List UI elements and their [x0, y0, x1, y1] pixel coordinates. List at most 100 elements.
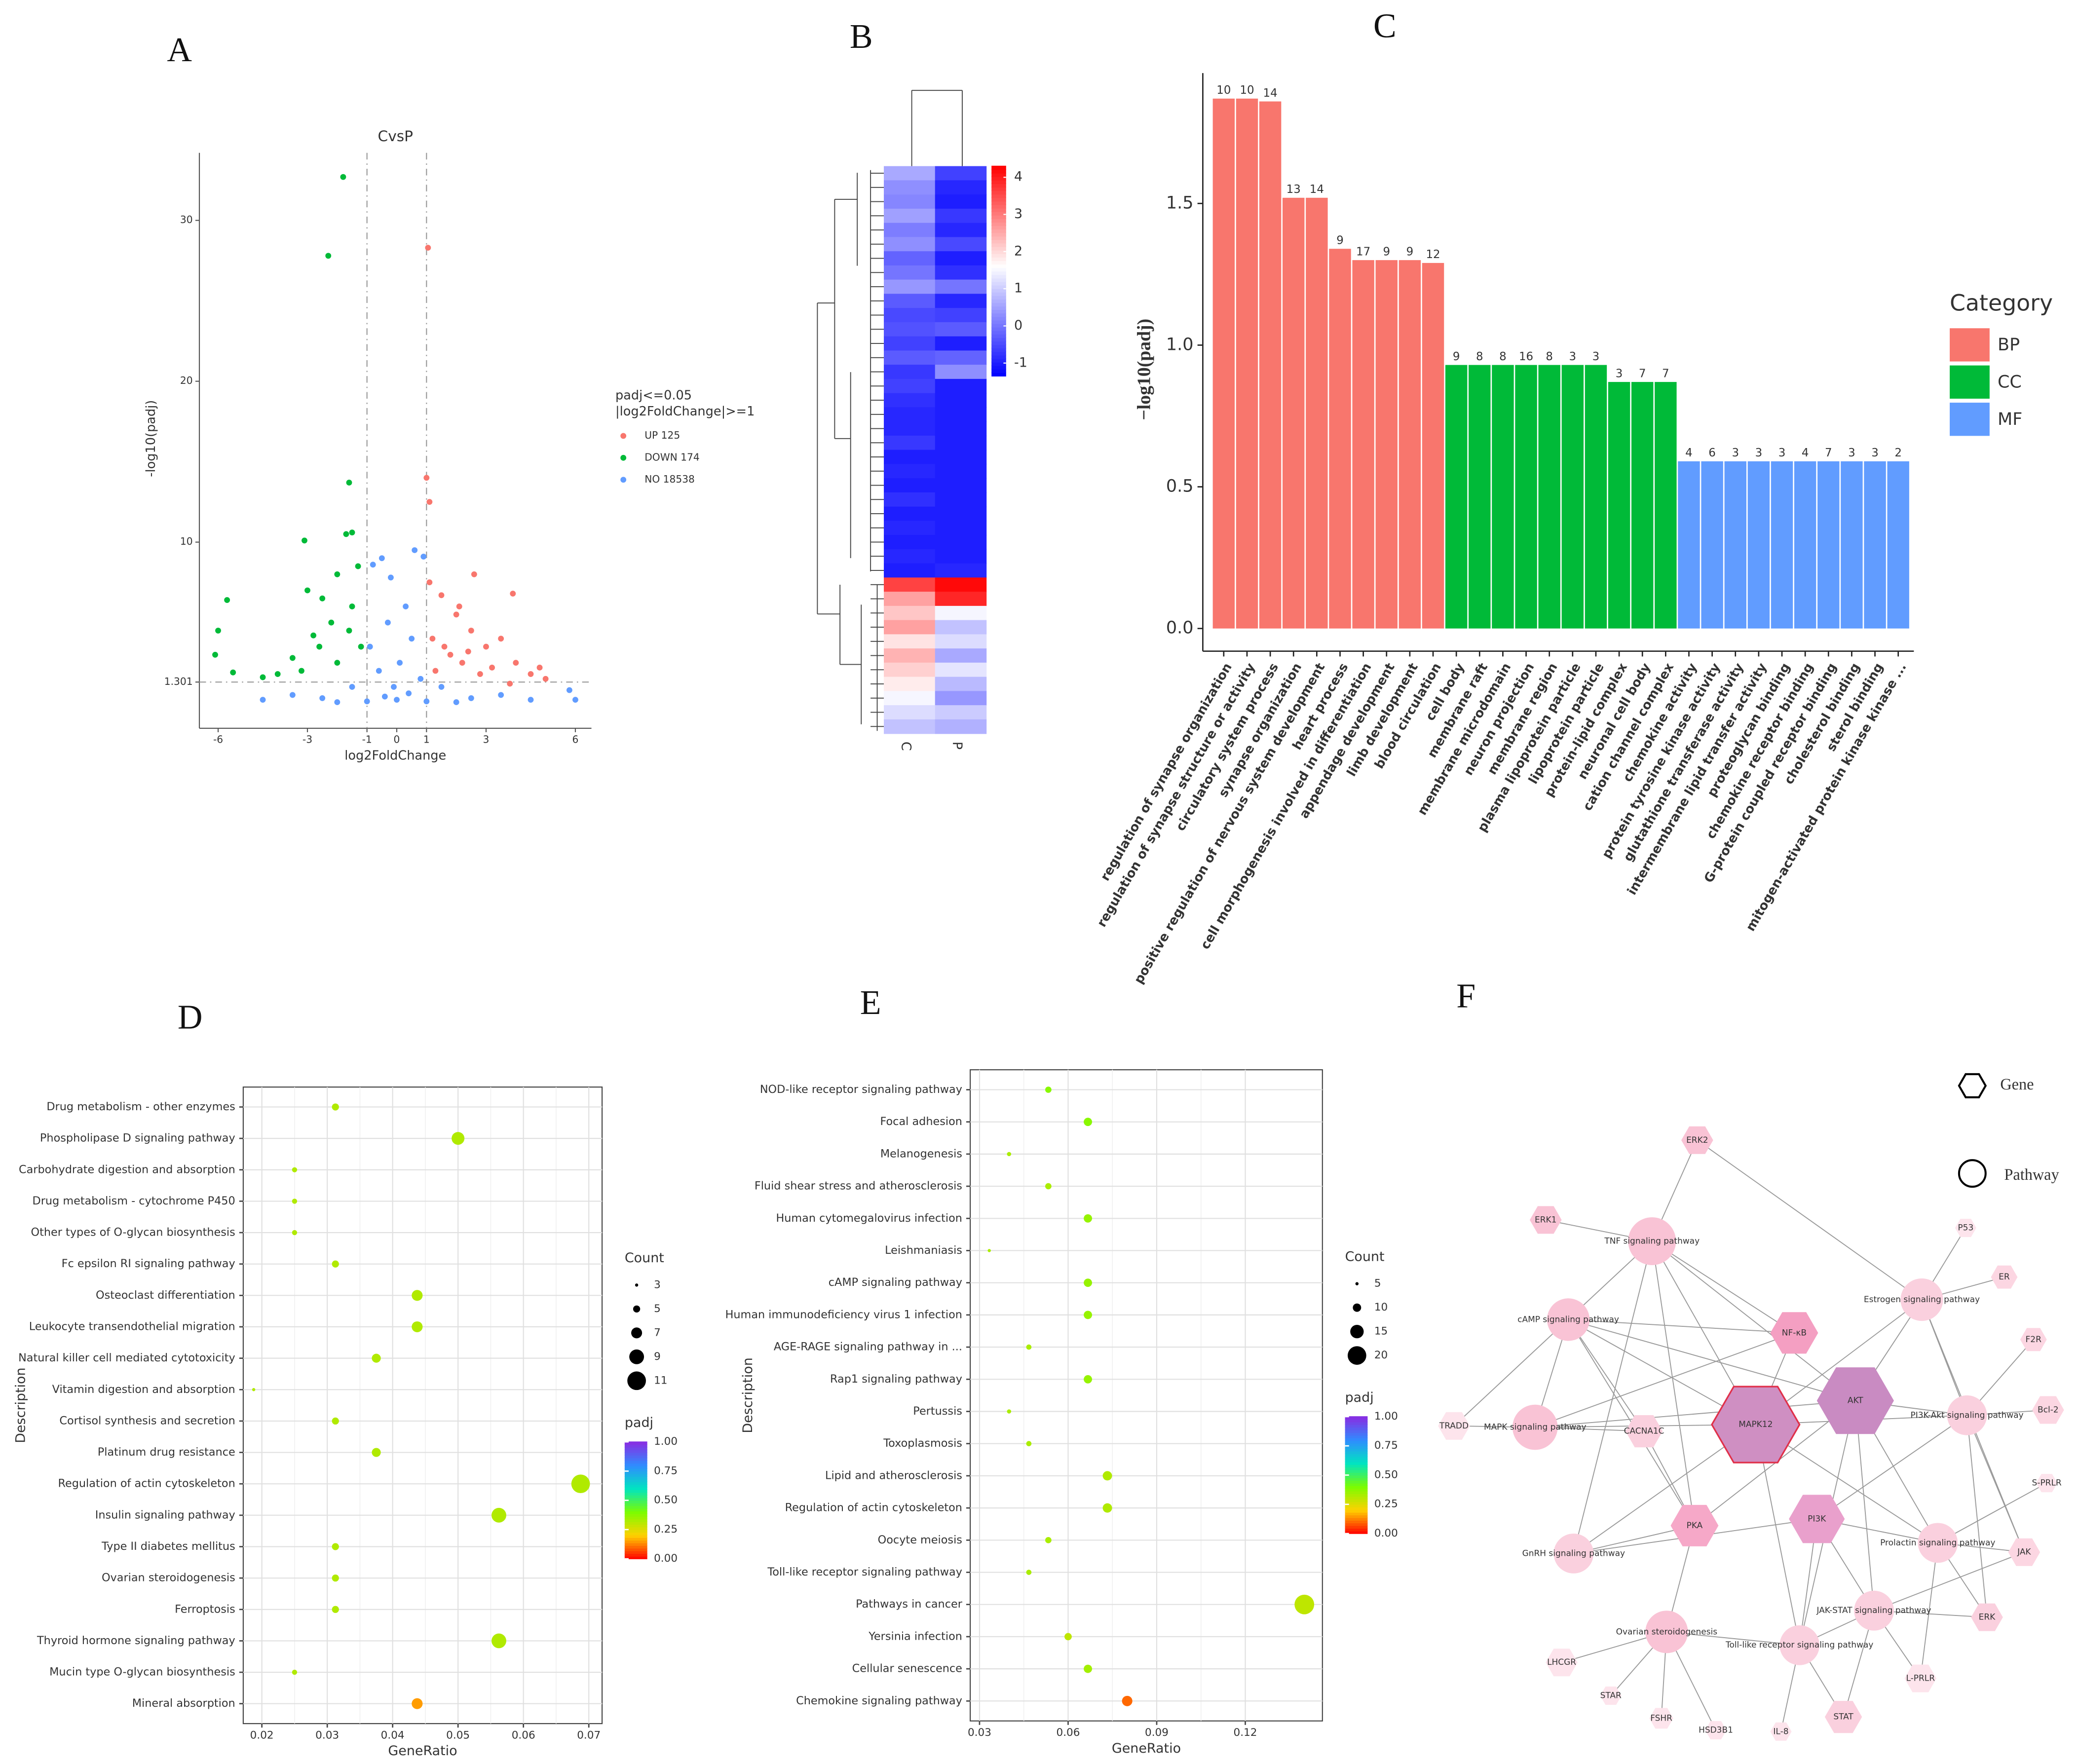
count-label: 3	[1592, 350, 1600, 363]
node-label: JAK-STAT signaling pathway	[1816, 1605, 1931, 1615]
heatmap-cell	[935, 464, 987, 479]
heatmap-cell	[935, 705, 987, 720]
colorbar-segment	[1345, 1514, 1368, 1518]
gene-node	[1971, 1603, 2003, 1631]
count-label: 3	[1569, 350, 1577, 363]
node-label: MAPK12	[1739, 1419, 1773, 1429]
bubble	[1102, 1471, 1112, 1481]
count-label: 3	[1732, 447, 1739, 459]
heatmap-cell	[935, 265, 987, 280]
count-label: 9	[1383, 246, 1390, 259]
colorbar-segment	[1345, 1459, 1368, 1463]
y-axis-label: -log10(padj)	[144, 400, 158, 477]
y-tick-label: Vitamin digestion and absorption	[52, 1383, 235, 1396]
colorbar-segment	[991, 200, 1006, 205]
y-tick-label: Melanogenesis	[880, 1147, 962, 1160]
heatmap-cell	[935, 549, 987, 564]
legend-label: MF	[1998, 410, 2022, 429]
bar	[1375, 260, 1398, 629]
bar	[1678, 461, 1700, 629]
bar	[1887, 461, 1909, 629]
colorbar-segment	[1345, 1512, 1368, 1516]
heatmap-cell	[935, 393, 987, 408]
y-tick-label: AGE-RAGE signaling pathway in ...	[774, 1341, 962, 1353]
node-label: GnRH signaling pathway	[1522, 1548, 1625, 1558]
network-edge	[1568, 1319, 1645, 1432]
colorbar-segment	[1345, 1424, 1368, 1428]
colorbar-segment	[991, 323, 1006, 328]
y-tick-label: Cortisol synthesis and secretion	[59, 1414, 235, 1427]
y-tick-label: Osteoclast differentiation	[96, 1289, 235, 1302]
count-label: 13	[1286, 183, 1301, 196]
point	[381, 693, 388, 700]
heatmap-cell	[935, 648, 987, 663]
colorbar-segment	[624, 1478, 647, 1482]
bar	[1585, 365, 1607, 629]
point	[364, 698, 370, 705]
heatmap-cell	[884, 705, 936, 720]
size-legend-marker	[627, 1371, 646, 1390]
y-tick-label: Chemokine signaling pathway	[796, 1694, 962, 1707]
heatmap-cell	[884, 521, 936, 535]
node-label: AKT	[1848, 1395, 1863, 1405]
point	[468, 628, 474, 634]
point	[483, 643, 489, 650]
gene-node	[1681, 1126, 1713, 1154]
heatmap-cell	[935, 478, 987, 493]
y-tick-label: 10	[180, 535, 193, 547]
colorbar-segment	[1345, 1437, 1368, 1441]
colorbar-segment	[624, 1463, 647, 1466]
point	[224, 597, 230, 603]
heatmap-cell	[935, 365, 987, 379]
point	[438, 592, 445, 599]
y-tick-label: Rap1 signaling pathway	[830, 1373, 962, 1386]
node-label: PI3K	[1808, 1513, 1826, 1523]
bubble	[1064, 1633, 1072, 1641]
x-axis-label: GeneRatio	[1112, 1741, 1181, 1756]
bubble	[1026, 1441, 1032, 1447]
point	[328, 619, 335, 626]
point	[260, 697, 266, 703]
heatmap-cell	[935, 577, 987, 592]
point	[528, 697, 534, 703]
colorbar-label: 1.00	[1374, 1410, 1398, 1423]
colorbar-segment	[624, 1473, 647, 1477]
colorbar-segment	[991, 193, 1006, 198]
heatmap-cell	[884, 279, 936, 295]
y-tick-label: Drug metabolism - cytochrome P450	[33, 1195, 235, 1207]
colorbar-segment	[991, 173, 1006, 177]
point	[349, 603, 355, 610]
heatmap-cell	[884, 634, 936, 649]
colorbar-segment	[991, 260, 1006, 265]
colorbar-segment	[624, 1526, 647, 1530]
bar	[1701, 461, 1723, 629]
colorbar-segment	[991, 246, 1006, 251]
x-axis-label: log2FoldChange	[344, 748, 446, 763]
colorbar-segment	[1345, 1530, 1368, 1534]
colorbar-segment	[624, 1532, 647, 1536]
count-label: 8	[1476, 350, 1483, 363]
colorbar-segment	[624, 1441, 647, 1445]
legend-label: BP	[1998, 335, 2020, 355]
y-tick-label: Regulation of actin cytoskeleton	[58, 1477, 235, 1490]
network-edge	[1666, 1631, 1800, 1646]
bubble	[372, 1353, 381, 1363]
gene-node	[1904, 1664, 1937, 1692]
count-label: 10	[1216, 84, 1231, 97]
y-tick-label: Phospholipase D signaling pathway	[40, 1132, 235, 1145]
pathway-node	[1779, 1625, 1820, 1665]
x-tick-label: 6	[572, 734, 579, 746]
legend-label: Pathway	[2004, 1165, 2059, 1183]
point	[334, 571, 340, 577]
colorbar-segment	[991, 187, 1006, 191]
gene-node	[2036, 1474, 2058, 1493]
x-tick-label: 0.03	[315, 1729, 339, 1741]
legend-marker	[620, 454, 627, 461]
colorbar-label: 1.00	[654, 1435, 678, 1448]
heatmap-cell	[935, 662, 987, 677]
size-legend-label: 9	[654, 1351, 661, 1363]
colorbar-segment	[1345, 1456, 1368, 1460]
size-legend-label: 3	[654, 1278, 661, 1291]
heatmap-cell	[935, 166, 987, 181]
point	[432, 668, 439, 674]
